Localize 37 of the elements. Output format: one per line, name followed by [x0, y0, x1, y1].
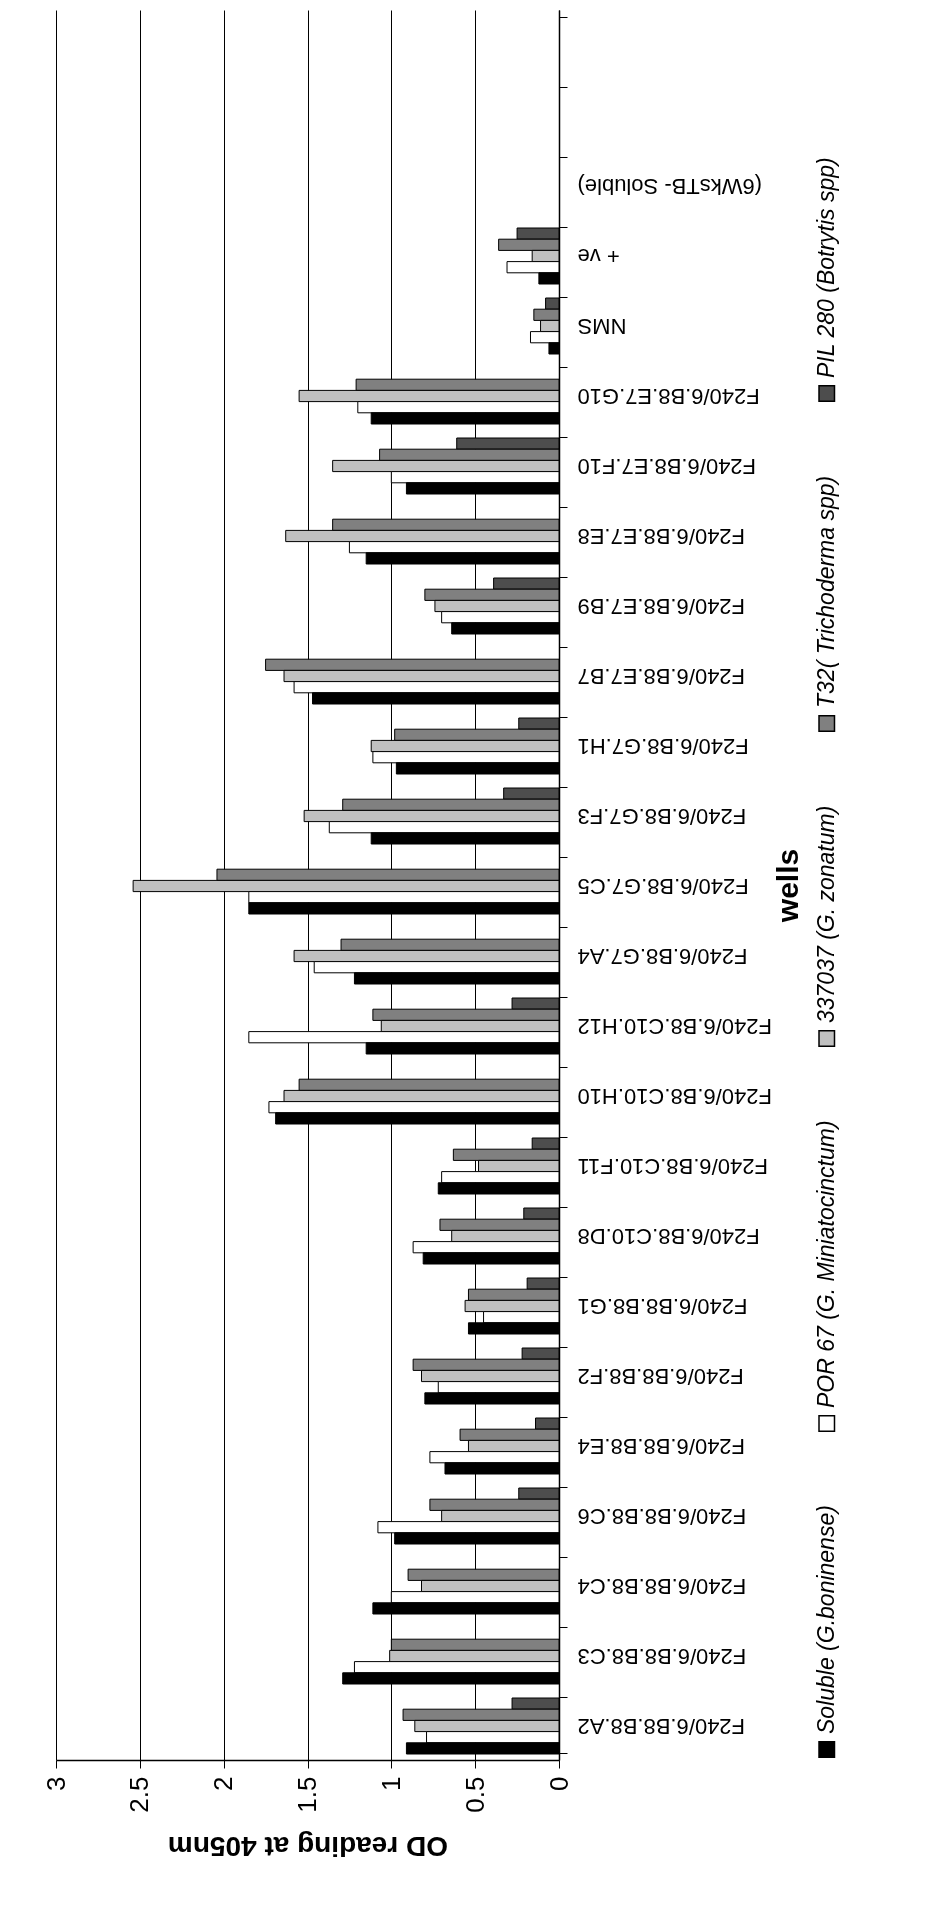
y-tick-label: (6WksTB- Soluble): [577, 173, 763, 199]
x-tick-label: 2: [208, 1776, 239, 1791]
y-tick-label: F240/6.B8.B8.F2: [577, 1363, 744, 1389]
text: Soluble (G.boninense): [812, 1505, 839, 1734]
y-tick-label: F240/6.B8.E7.F10: [577, 453, 757, 479]
y-tick-label: F240/6.B8.B8.C3: [577, 1643, 747, 1669]
y-tick-label: F240/6.B8.E7.G10: [577, 383, 760, 409]
y-tick-label: F240/6.B8.G7.F3: [577, 803, 747, 829]
y-tick-label: F240/6.B8.E7.E8: [577, 523, 746, 549]
y-tick-label: F240/6.B8.G7.A4: [577, 943, 748, 969]
text: POR 67 (G. Miniatocinctum): [812, 1120, 839, 1408]
y-tick-label: F240/6.B8.C10.H10: [577, 1083, 772, 1109]
text: T32( Trichoderma spp): [812, 475, 839, 708]
y-tick-label: F240/6.B8.C10.F11: [577, 1153, 768, 1179]
y-tick-label: F240/6.B8.B8.G1: [577, 1293, 748, 1319]
text: 337037 (G. zonatum): [812, 805, 839, 1023]
y-tick-label: F240/6.B8.C10.H12: [577, 1013, 772, 1039]
x-tick-label: 1.5: [292, 1776, 322, 1813]
y-tick-label: NMS: [577, 313, 627, 339]
y-tick-label: F240/6.B8.B8.A2: [577, 1713, 746, 1739]
x-tick-label: 3: [40, 1776, 71, 1791]
text: PIL 280 (Botrytis spp): [812, 157, 839, 378]
x-tick-label: 2.5: [124, 1776, 155, 1813]
y-tick-label: F240/6.B8.G7.H1: [577, 733, 749, 759]
x-tick-label: 0: [543, 1776, 574, 1791]
y-tick-label: F240/6.B8.C10.D8: [577, 1223, 760, 1249]
y-tick-label: F240/6.B8.E7.B9: [577, 593, 746, 619]
y-tick-label: F240/6.B8.B8.C4: [577, 1573, 747, 1599]
y-tick-label: F240/6.B8.B8.E4: [577, 1433, 746, 1459]
x-axis-title: OD reading at 405nm: [167, 1830, 449, 1862]
y-tick-label: + ve: [577, 243, 620, 269]
y-axis-title: wells: [770, 848, 804, 924]
y-tick-label: F240/6.B8.B8.C6: [577, 1503, 747, 1529]
y-tick-label: F240/6.B8.E7.B7: [577, 663, 746, 689]
x-tick-label: 0.5: [459, 1776, 490, 1813]
x-tick-label: 1: [375, 1776, 406, 1791]
y-tick-label: F240/6.B8.G7.C5: [577, 873, 749, 899]
